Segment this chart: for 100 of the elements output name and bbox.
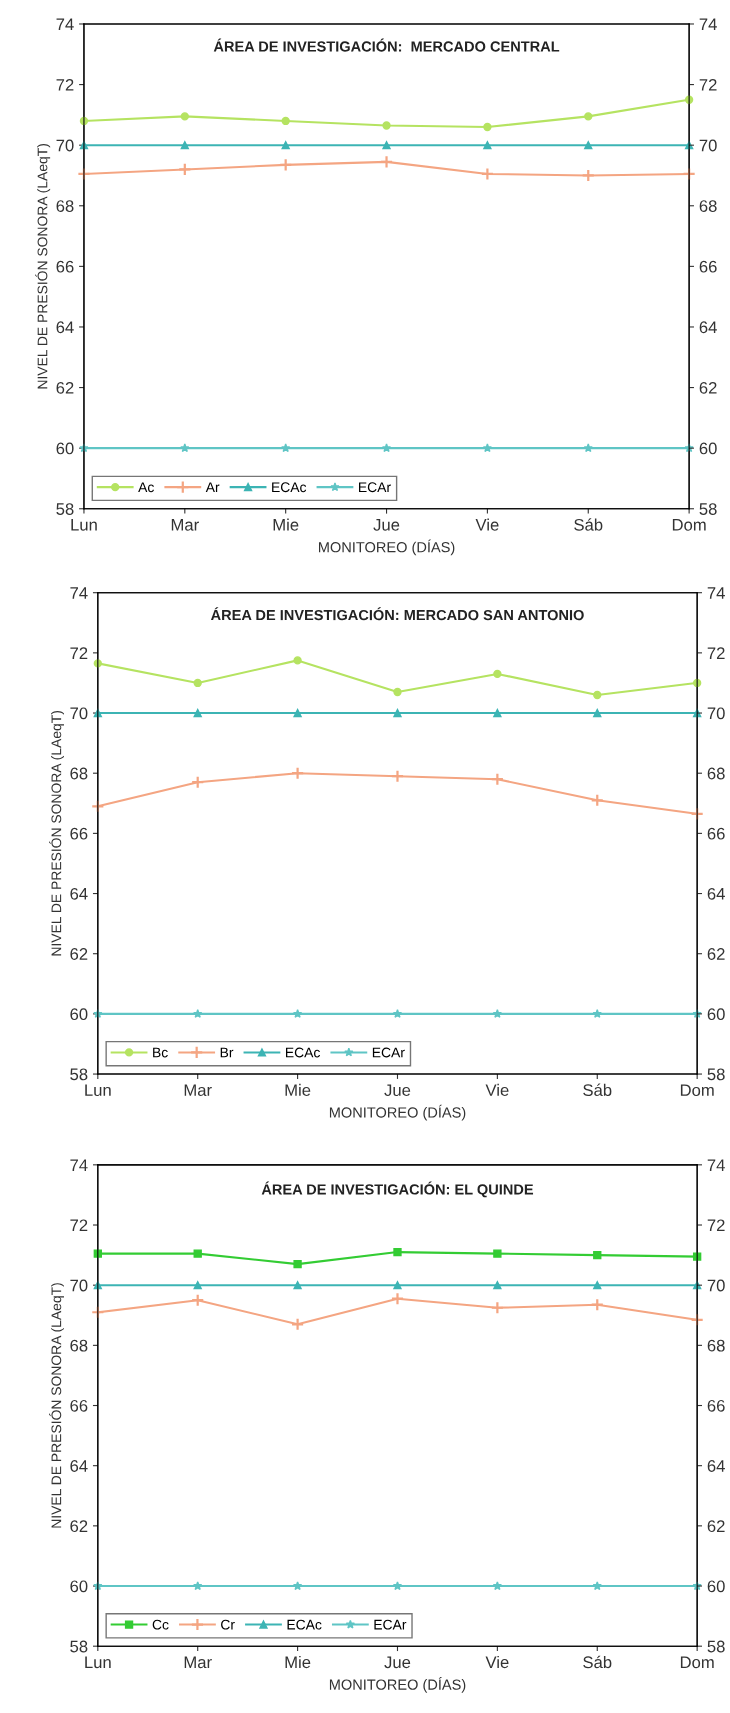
point: [493, 708, 502, 718]
point: [590, 793, 604, 807]
point: [583, 443, 593, 453]
legend-label: ECAr: [374, 1619, 407, 1630]
point: [293, 656, 302, 665]
y-tick-label: 66: [56, 260, 74, 273]
x-tick-label: Mar: [184, 1656, 212, 1669]
y2-tick-label: 60: [707, 1580, 725, 1593]
y2-tick-label: 72: [699, 78, 717, 91]
point: [91, 799, 105, 813]
point: [193, 1581, 203, 1591]
y-tick-label: 74: [70, 1159, 88, 1171]
x-tick-label: Jue: [384, 1656, 411, 1669]
point: [180, 112, 189, 121]
point: [281, 116, 290, 126]
y2-tick-label: 62: [699, 381, 717, 394]
point: [93, 1249, 102, 1258]
point: [193, 1249, 202, 1258]
x-axis-title: MONITOREO (DÍAS): [318, 539, 455, 556]
point: [382, 121, 391, 130]
x-tick-label: Lun: [71, 519, 97, 531]
x-tick-label: Jue: [384, 1084, 411, 1097]
y-tick-label: 74: [70, 587, 88, 599]
legend-label: Cc: [152, 1619, 169, 1630]
y2-tick-label: 68: [699, 200, 717, 212]
y-tick-label: 74: [56, 18, 74, 31]
x-tick-label: Dom: [672, 519, 706, 531]
y2-tick-label: 70: [699, 139, 717, 152]
legend-label: ECAc: [272, 482, 307, 493]
y2-tick-label: 64: [707, 1460, 725, 1472]
point: [193, 1009, 203, 1018]
y2-tick-label: 64: [699, 321, 717, 334]
text: ÁREA DE INVESTIGACIÓN: MERCADO CENTRAL: [213, 38, 560, 52]
point: [592, 1009, 602, 1018]
y-tick-label: 58: [70, 1640, 88, 1653]
y2-tick-label: 60: [707, 1008, 725, 1021]
y-tick-label: 60: [56, 442, 74, 455]
y-tick-label: 64: [56, 321, 74, 334]
point: [393, 708, 402, 718]
point: [593, 1250, 602, 1260]
point: [482, 443, 493, 453]
point: [490, 1301, 505, 1315]
y-tick-label: 66: [70, 1399, 88, 1412]
point: [193, 1281, 202, 1290]
y-tick-label: 62: [56, 381, 74, 394]
y-tick-label: 68: [70, 767, 88, 780]
x-tick-label: Mar: [184, 1084, 212, 1097]
x-tick-label: Dom: [680, 1656, 714, 1669]
point: [180, 443, 190, 453]
point: [393, 1281, 402, 1290]
point: [290, 1317, 305, 1331]
y2-tick-label: 62: [707, 1520, 725, 1533]
point: [493, 1249, 502, 1258]
point: [690, 807, 704, 821]
y2-tick-label: 64: [707, 887, 725, 900]
point: [584, 141, 593, 150]
point: [292, 1009, 303, 1018]
y-tick-label: 62: [70, 948, 88, 960]
y-tick-label: 58: [56, 503, 74, 515]
x-tick-label: Sáb: [583, 1083, 612, 1097]
y-tick-label: 60: [70, 1580, 88, 1593]
point: [493, 1281, 502, 1290]
y2-tick-label: 72: [707, 647, 725, 659]
point: [281, 443, 291, 453]
point: [191, 775, 205, 789]
y-tick-label: 62: [70, 1520, 88, 1533]
point: [293, 1281, 302, 1290]
point: [593, 708, 602, 718]
y2-tick-label: 74: [707, 1159, 725, 1171]
point: [293, 1259, 302, 1269]
point: [593, 690, 602, 700]
point: [493, 669, 502, 679]
y-tick-label: 60: [70, 1008, 88, 1021]
y2-tick-label: 58: [699, 503, 717, 515]
y-tick-label: 70: [70, 707, 88, 720]
y2-tick-label: 62: [707, 948, 725, 960]
y2-tick-label: 72: [707, 1219, 725, 1232]
point: [379, 155, 394, 169]
x-tick-label: Lun: [85, 1084, 111, 1097]
legend-label: ECAr: [359, 482, 391, 493]
point: [390, 1292, 405, 1306]
point: [193, 678, 202, 688]
point: [393, 687, 402, 697]
y-axis-title: NIVEL DE PRESIÓN SONORA (LAeqT): [49, 711, 65, 956]
point: [592, 1581, 602, 1591]
y-tick-label: 70: [56, 139, 74, 152]
x-tick-label: Vie: [475, 518, 499, 531]
point: [290, 766, 305, 780]
y-tick-label: 64: [70, 1460, 88, 1472]
point: [178, 162, 192, 177]
point: [279, 158, 293, 172]
point: [492, 1009, 503, 1018]
point: [593, 1281, 602, 1290]
y2-tick-label: 66: [707, 1399, 725, 1412]
point: [191, 1293, 205, 1307]
y-tick-label: 72: [70, 647, 88, 659]
y-tick-label: 70: [70, 1279, 88, 1292]
y-tick-label: 68: [70, 1339, 88, 1352]
point: [581, 168, 595, 183]
y-tick-label: 58: [70, 1068, 88, 1081]
